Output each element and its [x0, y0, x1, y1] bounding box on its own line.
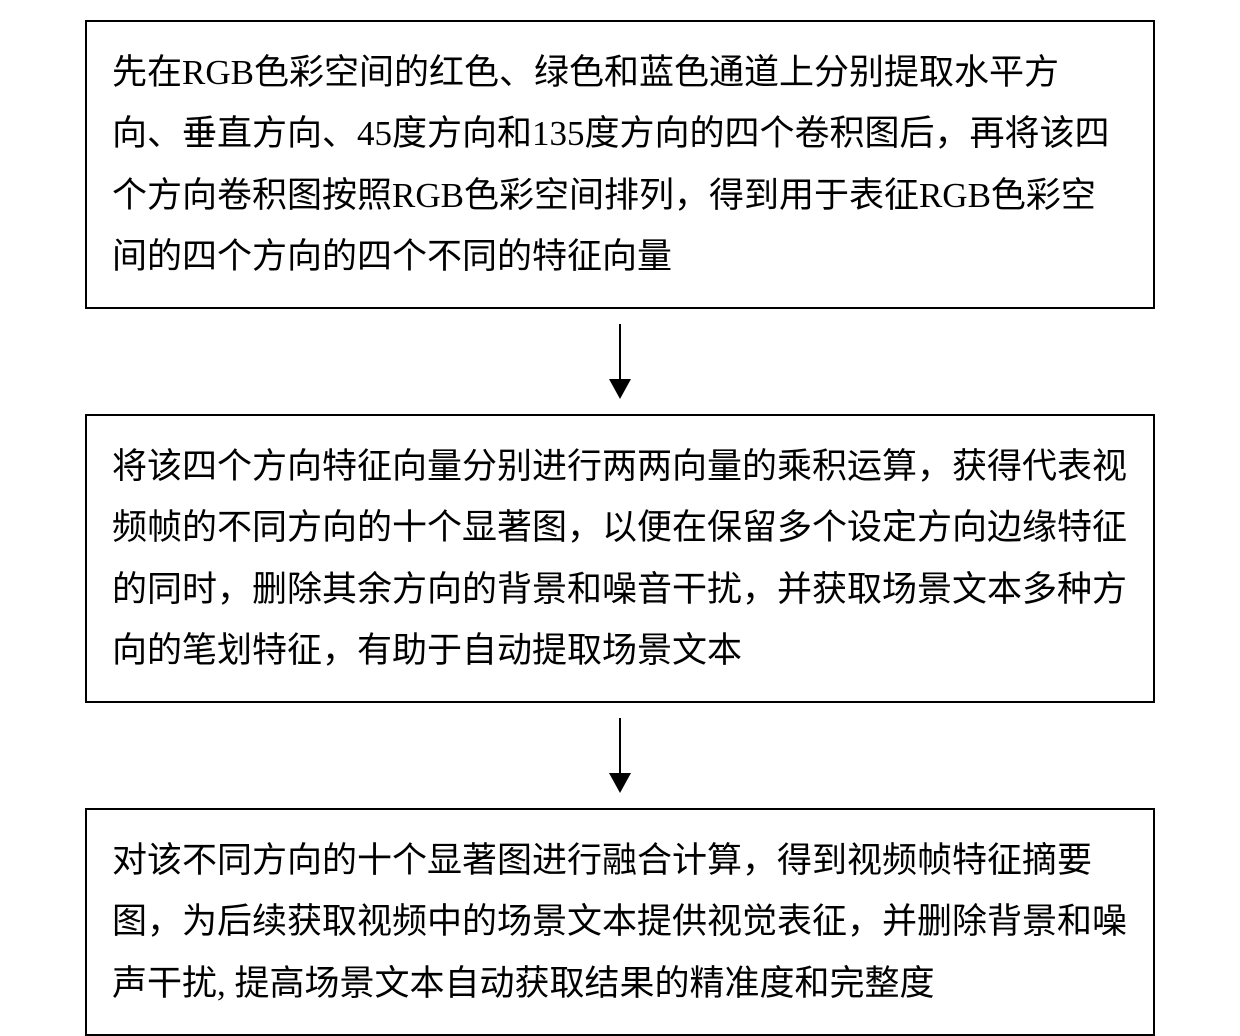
- arrow-1: [609, 324, 631, 399]
- arrow-2: [609, 718, 631, 793]
- flowchart-box-step1: 先在RGB色彩空间的红色、绿色和蓝色通道上分别提取水平方向、垂直方向、45度方向…: [85, 20, 1155, 309]
- arrow-line: [619, 718, 621, 773]
- box-text: 先在RGB色彩空间的红色、绿色和蓝色通道上分别提取水平方向、垂直方向、45度方向…: [112, 53, 1110, 276]
- arrow-line: [619, 324, 621, 379]
- flowchart-box-step3: 对该不同方向的十个显著图进行融合计算，得到视频帧特征摘要图，为后续获取视频中的场…: [85, 808, 1155, 1036]
- flowchart-container: 先在RGB色彩空间的红色、绿色和蓝色通道上分别提取水平方向、垂直方向、45度方向…: [40, 20, 1200, 1036]
- arrow-head-icon: [609, 379, 631, 399]
- box-text: 将该四个方向特征向量分别进行两两向量的乘积运算，获得代表视频帧的不同方向的十个显…: [112, 447, 1127, 670]
- arrow-head-icon: [609, 773, 631, 793]
- box-text: 对该不同方向的十个显著图进行融合计算，得到视频帧特征摘要图，为后续获取视频中的场…: [112, 841, 1127, 1003]
- flowchart-box-step2: 将该四个方向特征向量分别进行两两向量的乘积运算，获得代表视频帧的不同方向的十个显…: [85, 414, 1155, 703]
